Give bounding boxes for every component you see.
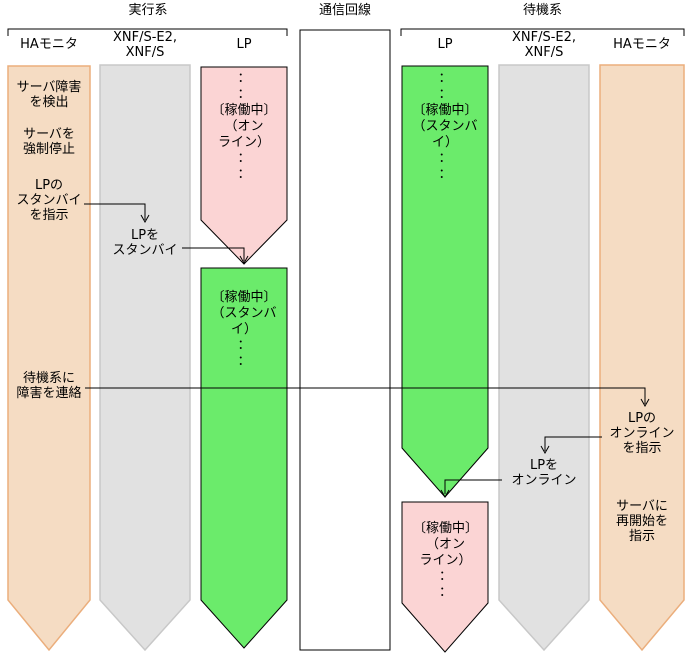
- standby-ha-monitor-lane-arrow: [599, 64, 685, 652]
- step-xnf-set-lp-standby: LPを スタンバイ: [112, 228, 178, 258]
- arrowhead-order-online: [540, 445, 550, 455]
- standby-lp-online-arrow: [401, 501, 489, 653]
- step-order-lp-standby: LPの スタンバイ を指示: [16, 178, 82, 223]
- standby-ha-column-header: HAモニタ: [613, 37, 671, 52]
- comm-line-box: [299, 29, 391, 651]
- standby-system-title: 待機系: [522, 3, 562, 18]
- active-xnf-lane-arrow: [99, 64, 191, 652]
- connector-set-online: [444, 479, 502, 494]
- standby-lp-online-state-label: 〔稼働中〕 （オン ライン） ： ：: [412, 521, 478, 600]
- step-order-lp-online: LPの オンライン を指示: [609, 411, 675, 456]
- active-ha-column-header: HAモニタ: [20, 37, 78, 52]
- step-notify-standby-system: 待機系に 障害を連絡: [16, 371, 82, 401]
- step-xnf-set-lp-online: LPを オンライン: [511, 458, 577, 488]
- arrowhead-order-standby: [140, 214, 150, 224]
- active-lp-standby-state-label: 〔稼働中〕 （スタンバ イ） ： ：: [211, 290, 277, 369]
- standby-lp-standby-state-label: ： ： 〔稼働中〕 （スタンバ イ） ： ：: [412, 71, 478, 182]
- active-xnf-column-header: XNF/S-E2, XNF/S: [112, 30, 178, 60]
- step-detect-server-failure: サーバ障害 を検出: [16, 80, 82, 110]
- standby-lp-column-header: LP: [437, 37, 453, 52]
- standby-lp-standby-arrow: [401, 65, 489, 498]
- active-lp-standby-arrow: [200, 267, 288, 649]
- active-system-bracket: [7, 28, 288, 36]
- standby-xnf-column-header: XNF/S-E2, XNF/S: [511, 30, 577, 60]
- active-ha-monitor-lane-arrow: [7, 65, 91, 652]
- step-force-stop-server: サーバを 強制停止: [22, 127, 75, 157]
- step-order-server-restart: サーバに 再開始を 指示: [615, 499, 668, 544]
- active-lp-column-header: LP: [236, 37, 252, 52]
- standby-xnf-lane-arrow: [498, 64, 590, 652]
- active-system-title: 実行系: [128, 3, 168, 18]
- connector-order-online: [544, 436, 602, 451]
- arrowhead-notify-standby: [640, 398, 650, 408]
- connector-order-standby: [84, 203, 146, 220]
- arrowhead-set-standby: [239, 255, 249, 265]
- arrowhead-set-online: [440, 489, 450, 499]
- connector-notify-standby: [85, 387, 646, 404]
- active-lp-online-arrow: [200, 66, 288, 265]
- standby-system-bracket: [400, 28, 685, 36]
- connector-set-standby: [182, 247, 245, 261]
- active-lp-online-state-label: ： ： 〔稼働中〕 （オン ライン） ： ：: [211, 71, 277, 182]
- comm-line-title: 通信回線: [318, 3, 371, 18]
